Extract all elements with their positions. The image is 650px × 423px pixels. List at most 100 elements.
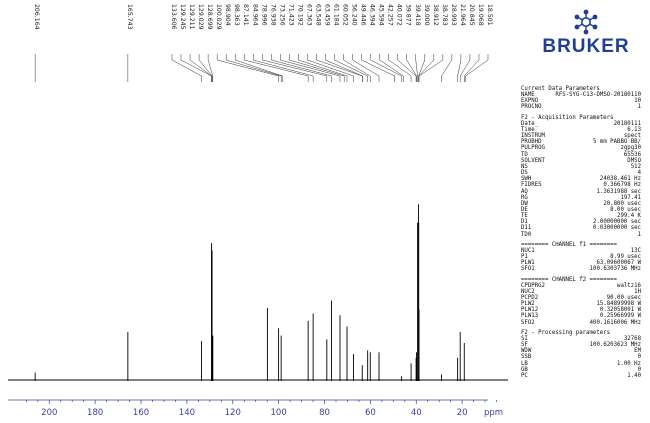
peak-label-connector [253, 54, 314, 82]
peak-label: 40.072 [396, 4, 403, 26]
x-tick-label: 140 [179, 408, 195, 418]
peak-label: 38.912 [432, 4, 439, 26]
peak-label: 70.192 [296, 4, 303, 26]
param-value: 63.09600067 W [596, 260, 641, 267]
param-key: PLW13 [521, 313, 539, 320]
x-tick-label: 20 [457, 408, 468, 418]
peak-label: 87.141 [242, 4, 249, 26]
param-row: CPDPRG2 waltz16 [521, 283, 647, 289]
param-key: PLW12 [521, 307, 539, 314]
peak-label-connector [234, 54, 283, 82]
peak-label-connector [180, 54, 212, 82]
peak-label-connector [280, 54, 341, 82]
param-value: 0.03000000 sec [593, 225, 641, 232]
param-key: INSTRUM [521, 133, 545, 140]
peak-label-connector [198, 54, 213, 82]
param-value: 15.84899998 W [596, 301, 641, 308]
param-key: TD [521, 151, 528, 158]
param-row: PULPROG zgpg30 [521, 145, 647, 151]
param-row: TE 299.4 K [521, 213, 647, 219]
param-value: 100.6303736 MHz [589, 266, 641, 273]
channel-f2-list: CPDPRG2 waltz16 NUC2 1H PCPD2 90.00 usec PLW2 1… [521, 283, 647, 326]
param-value: 1.3631988 sec [596, 188, 641, 195]
peak-label: 206.164 [33, 4, 40, 30]
param-row: LB 1.00 Hz [521, 361, 647, 367]
x-tick-label: 80 [319, 408, 330, 418]
peak-label-group: 206.164 165.743 133.606 129.245 129.211 129.0… [33, 4, 493, 30]
acquisition-parameters-panel: Current Data Parameters NAME RFS-SYG-C13-… [521, 86, 647, 379]
param-key: WDW [521, 348, 532, 355]
peak-label: 45.594 [378, 4, 385, 26]
param-key: CPDPRG2 [521, 282, 545, 289]
peak-label: 60.052 [342, 4, 349, 26]
param-value: 197.41 [620, 194, 641, 201]
param-key: PROCNO [521, 104, 542, 111]
param-key: DS [521, 170, 528, 177]
param-key: EXPNO [521, 98, 539, 105]
param-key: PULPROG [521, 145, 545, 152]
param-key: SFO2 [521, 319, 535, 326]
spectrum-trace-group [8, 204, 508, 381]
param-row: P1 8.99 usec [521, 254, 647, 260]
param-row: NS 512 [521, 164, 647, 170]
param-row: SI 32768 [521, 336, 647, 342]
peak-label-connector [459, 54, 471, 82]
peak-label: 165.743 [126, 4, 133, 30]
x-tick-label: 100 [271, 408, 287, 418]
param-value: spect [623, 133, 641, 140]
param-value: 0.25966999 W [599, 313, 641, 320]
param-key: RG [521, 194, 528, 201]
peak-label: 19.068 [477, 4, 484, 26]
param-row: NUC1 13C [521, 248, 647, 254]
acq-params-title: F2 - Acquisition Parameters [521, 114, 614, 121]
peak-label: 71.423 [287, 4, 294, 26]
param-key: SSB [521, 354, 532, 361]
param-row: PLW12 0.32058001 W [521, 307, 647, 313]
peak-label: 20.845 [468, 4, 475, 26]
peak-label: 129.245 [179, 4, 186, 30]
peak-label: 56.240 [351, 4, 358, 26]
param-value: 13C [630, 247, 641, 254]
param-row: SFO1 100.6303736 MHz [521, 266, 647, 272]
peak-label: 100.029 [215, 4, 222, 30]
peak-label-connector [243, 54, 309, 82]
peak-label-connector [171, 54, 202, 82]
bruker-emblem-icon [574, 9, 598, 35]
param-value: 1.00 Hz [617, 360, 641, 367]
param-value: 2.00000000 sec [593, 219, 641, 226]
param-value: 65536 [623, 151, 641, 158]
param-key: PLW2 [521, 301, 535, 308]
param-key: PCPD2 [521, 295, 539, 301]
param-key: FIDRES [521, 182, 542, 189]
param-key: SI [521, 335, 528, 342]
param-key: PLW1 [521, 260, 535, 267]
param-row: Date_ 20180111 [521, 121, 647, 127]
peak-label-connector [334, 54, 368, 82]
param-row: DS 4 [521, 170, 647, 176]
param-row: DE 8.00 usec [521, 207, 647, 213]
param-value: 1H [634, 288, 641, 295]
param-key: PC [521, 372, 528, 379]
param-row: SOLVENT DMSO [521, 158, 647, 164]
param-key: SFO1 [521, 266, 535, 273]
peak-label-connector [343, 54, 371, 82]
peak-label-connector [352, 54, 380, 82]
param-key: NAME [521, 92, 535, 99]
param-key: SOLVENT [521, 157, 545, 164]
param-key: NUC2 [521, 288, 535, 295]
peak-label: 128.699 [206, 4, 213, 30]
x-tick-label: 200 [41, 408, 57, 418]
param-value: 20.800 usec [603, 200, 641, 207]
x-axis: 200 180 160 140 120 100 80 60 40 20 ppm [8, 399, 503, 418]
peak-label-connector [207, 54, 214, 82]
param-row: INSTRUM spect [521, 133, 647, 139]
peak-label-connector [225, 54, 282, 82]
param-value: EM [634, 348, 641, 355]
param-value: 400.1616006 MHz [589, 319, 641, 326]
peak-label-connector [418, 54, 444, 82]
param-value: 512 [630, 163, 641, 170]
peak-connector-group [34, 54, 489, 82]
param-value: 0 [637, 354, 641, 361]
param-value: 0 [637, 366, 641, 373]
peak-label: 39.418 [414, 4, 421, 26]
